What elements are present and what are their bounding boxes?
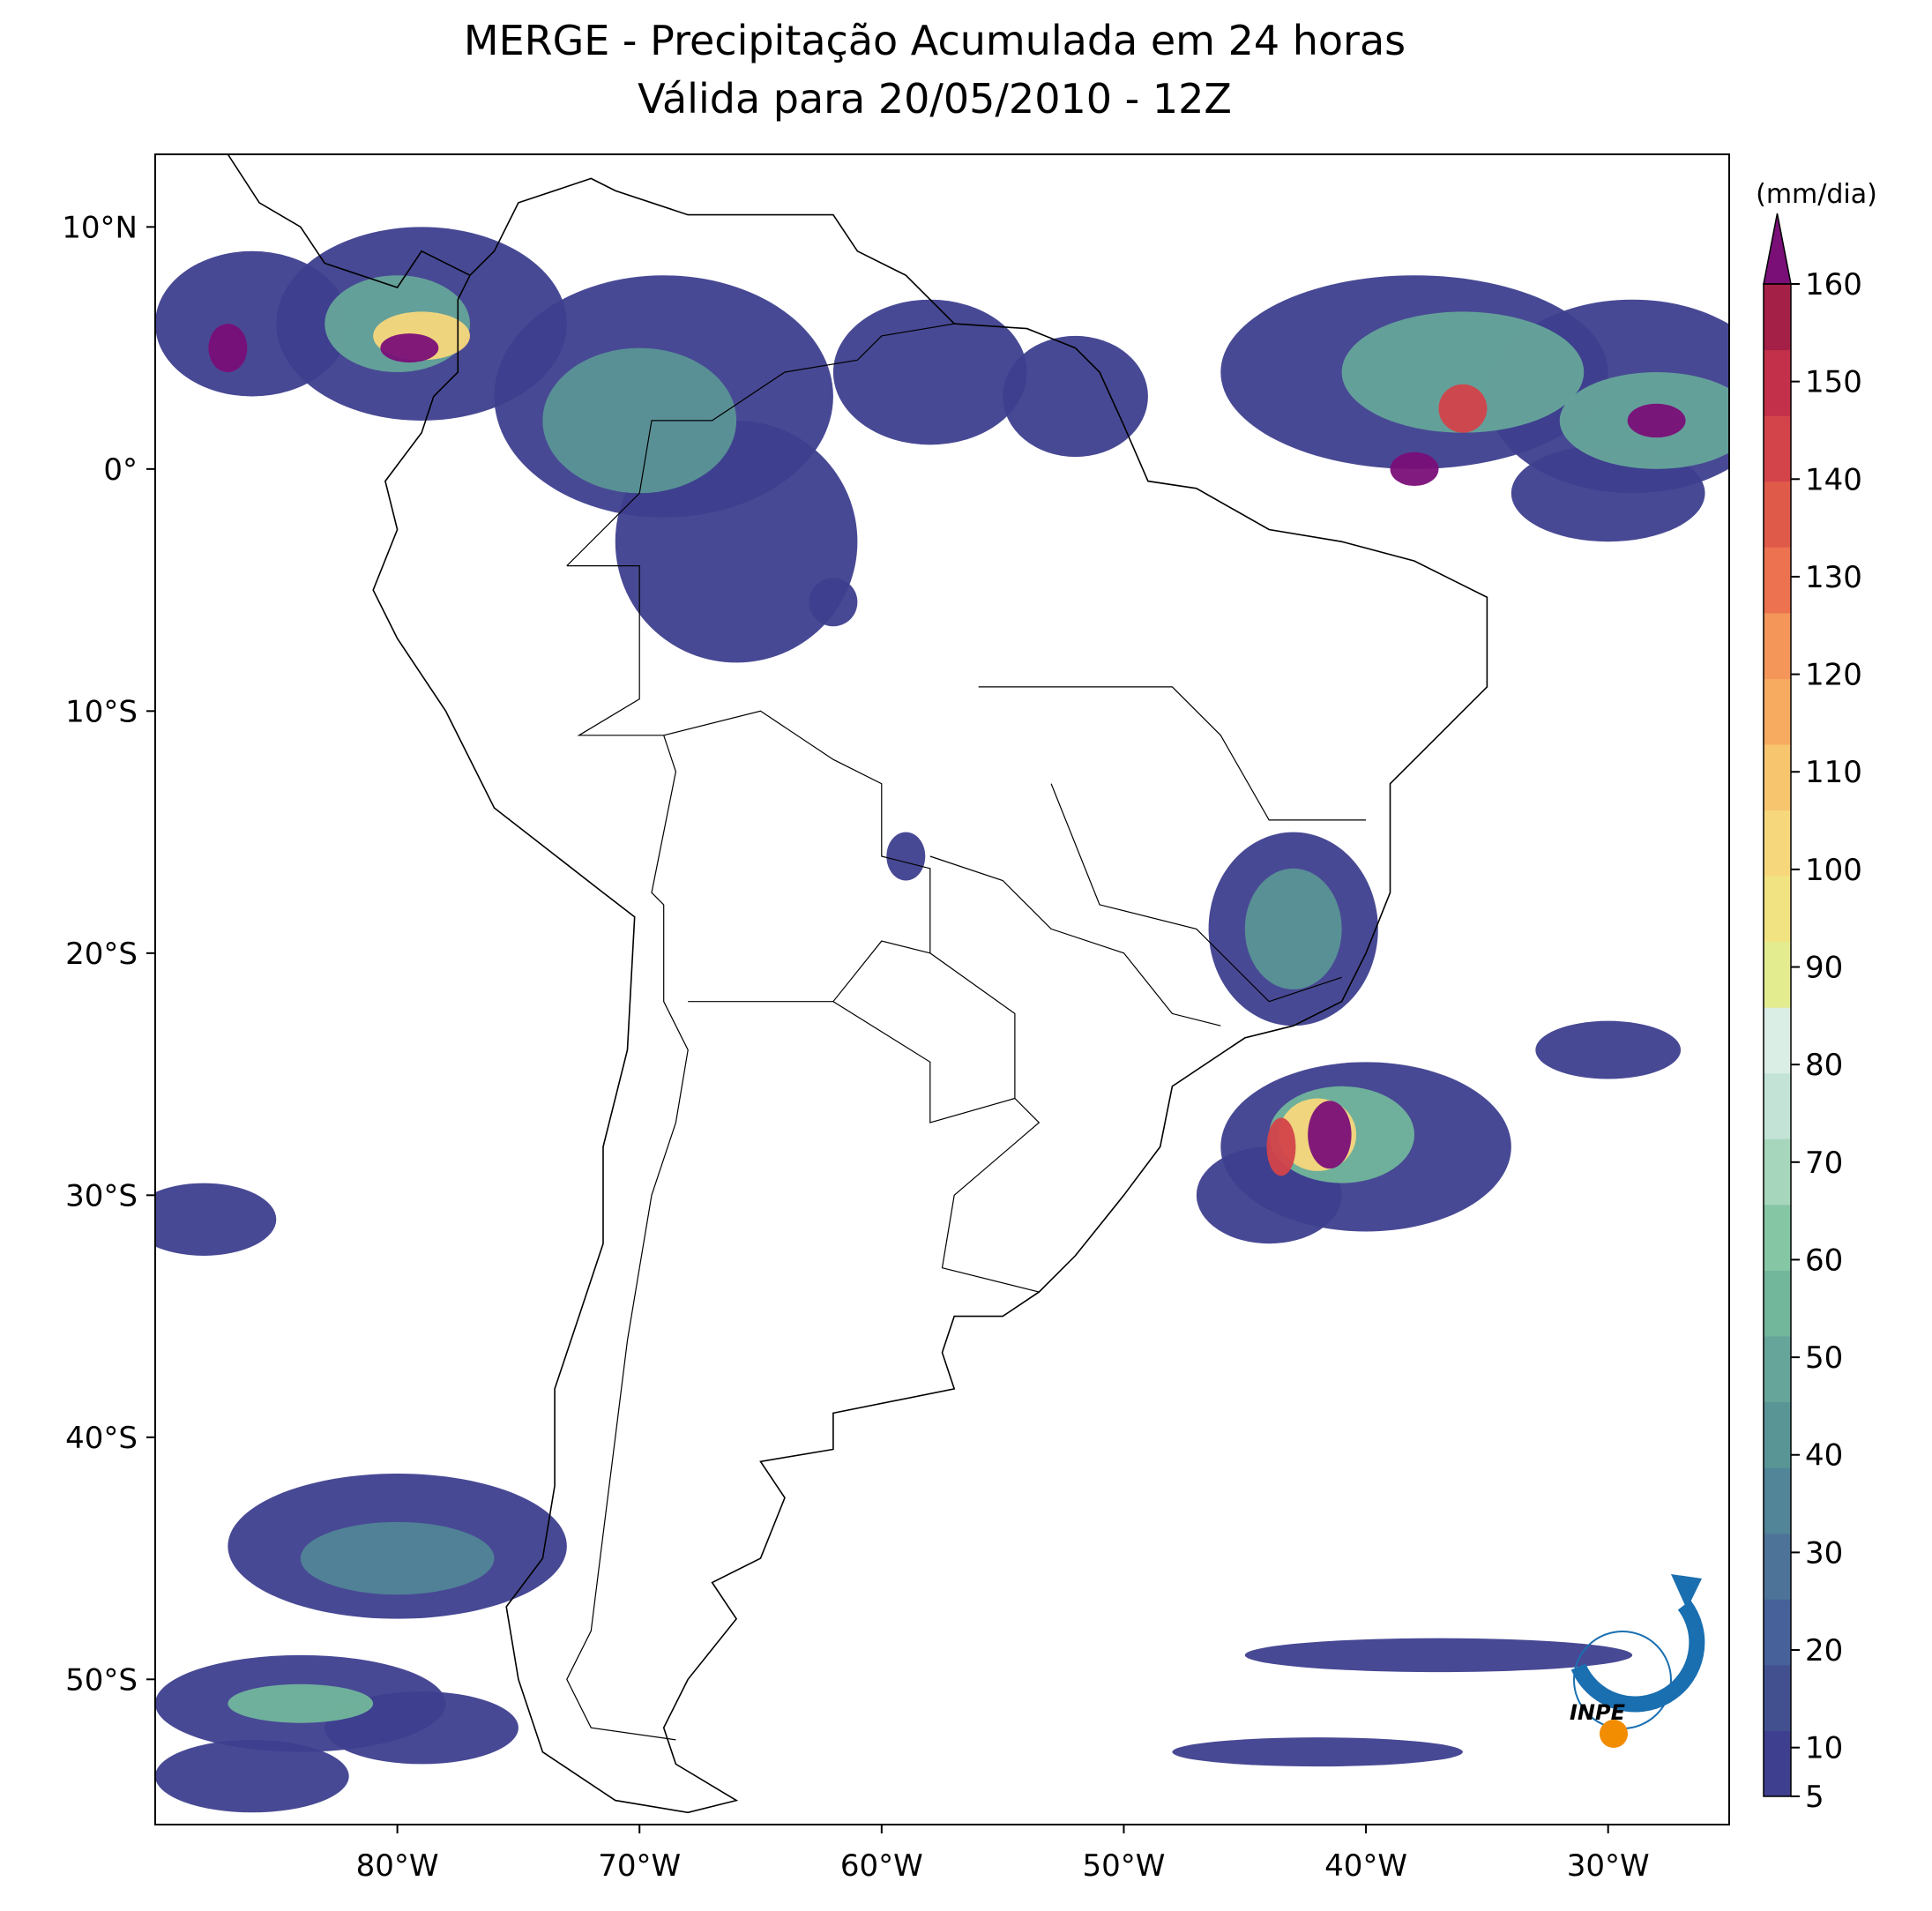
colorbar-segment [1764, 1138, 1791, 1206]
colorbar-tick-label: 5 [1805, 1780, 1824, 1815]
colorbar-segment [1764, 481, 1791, 548]
precip-area [228, 1683, 374, 1723]
x-tick-label: 50°W [1083, 1848, 1166, 1884]
colorbar-tick-label: 120 [1805, 658, 1862, 693]
precip-area [1003, 335, 1148, 458]
precip-area [886, 832, 926, 881]
map-area [155, 154, 1729, 1814]
x-tick-label: 80°W [356, 1848, 439, 1884]
colorbar-segment [1764, 1072, 1791, 1139]
logo-text: INPE [1570, 1700, 1626, 1725]
country-border [566, 904, 689, 1741]
colorbar-segment [1764, 349, 1791, 416]
colorbar-segment [1764, 1599, 1791, 1666]
y-tick-label: 10°N [62, 210, 138, 245]
colorbar-tick-label: 20 [1805, 1633, 1843, 1668]
precip-area [1244, 1638, 1633, 1673]
precip-area [208, 324, 248, 373]
colorbar-segment [1764, 1204, 1791, 1271]
precip-area [155, 1183, 277, 1256]
colorbar-tick-label: 90 [1805, 951, 1843, 986]
colorbar-segment [1764, 415, 1791, 482]
colorbar-frame [1763, 283, 1792, 1797]
country-border [832, 1001, 1016, 1123]
colorbar-segment [1764, 1664, 1791, 1731]
map-subtitle: Válida para 20/05/2010 - 12Z [638, 75, 1232, 123]
precip-area [324, 1691, 518, 1765]
colorbar-tick-label: 80 [1805, 1048, 1843, 1083]
colorbar-segment [1764, 743, 1791, 811]
precip-area [832, 299, 1027, 445]
colorbar-segment [1764, 1007, 1791, 1074]
colorbar-tick-label: 110 [1805, 755, 1862, 790]
colorbar-segment [1764, 284, 1791, 351]
colorbar-segment [1764, 1401, 1791, 1468]
colorbar-tick-label: 10 [1805, 1731, 1843, 1766]
colorbar-segment [1764, 678, 1791, 745]
country-border [566, 323, 955, 567]
x-tick-label: 60°W [840, 1848, 923, 1884]
colorbar-segment [1764, 1730, 1791, 1797]
colorbar-tick-label: 60 [1805, 1243, 1843, 1278]
colorbar-segment [1764, 612, 1791, 679]
colorbar-tick-label: 150 [1805, 365, 1862, 400]
precip-area [155, 1739, 349, 1813]
y-tick-label: 50°S [65, 1662, 138, 1698]
colorbar-tick-label: 140 [1805, 462, 1862, 497]
y-tick-label: 30°S [65, 1178, 138, 1213]
colorbar-tick-label: 40 [1805, 1438, 1843, 1474]
precip-area [1438, 384, 1488, 433]
colorbar-segment [1764, 810, 1791, 877]
precip-area [1308, 1101, 1352, 1169]
colorbar-tick-label: 100 [1805, 853, 1862, 888]
precip-area [1266, 1117, 1296, 1176]
y-tick-label: 20°S [65, 937, 138, 972]
colorbar-segment [1764, 1270, 1791, 1337]
precip-area [300, 1521, 495, 1595]
colorbar-label: (mm/dia) [1756, 179, 1877, 210]
country-border [1050, 783, 1342, 1003]
colorbar-tick-label: 70 [1805, 1146, 1843, 1181]
map-frame [154, 153, 1730, 1825]
precip-area [1627, 403, 1686, 438]
colorbar-segment [1764, 876, 1791, 943]
colorbar-segment [1764, 941, 1791, 1008]
colorbar-segment [1764, 547, 1791, 614]
country-border [929, 855, 1221, 1026]
colorbar-segment [1764, 1467, 1791, 1534]
precip-area [1244, 868, 1342, 989]
y-tick-label: 0° [103, 452, 138, 488]
x-tick-label: 70°W [598, 1848, 681, 1884]
colorbar-extension [1763, 213, 1792, 285]
precip-area [1535, 1020, 1682, 1079]
colorbar-tick-label: 160 [1805, 267, 1862, 302]
precip-area [380, 333, 439, 363]
precip-area [809, 578, 858, 627]
precip-area [1511, 444, 1705, 542]
country-border [688, 940, 930, 1003]
y-tick-label: 40°S [65, 1421, 138, 1456]
inpe-logo: INPE [1570, 1574, 1705, 1748]
colorbar-segment [1764, 1336, 1791, 1403]
precip-area [1341, 311, 1585, 433]
precip-area [542, 347, 737, 494]
colorbar-tick-label: 130 [1805, 560, 1862, 595]
colorbar-tick-label: 30 [1805, 1535, 1843, 1571]
precip-area [1172, 1737, 1463, 1767]
country-border [978, 686, 1367, 821]
colorbar-segment [1764, 1533, 1791, 1600]
x-tick-label: 40°W [1324, 1848, 1407, 1884]
colorbar-tick-label: 50 [1805, 1340, 1843, 1376]
coastline [227, 154, 1488, 1814]
map-title: MERGE - Precipitação Acumulada em 24 hor… [464, 17, 1406, 64]
y-tick-label: 10°S [65, 694, 138, 729]
x-tick-label: 30°W [1567, 1848, 1650, 1884]
precip-area [1390, 452, 1439, 487]
